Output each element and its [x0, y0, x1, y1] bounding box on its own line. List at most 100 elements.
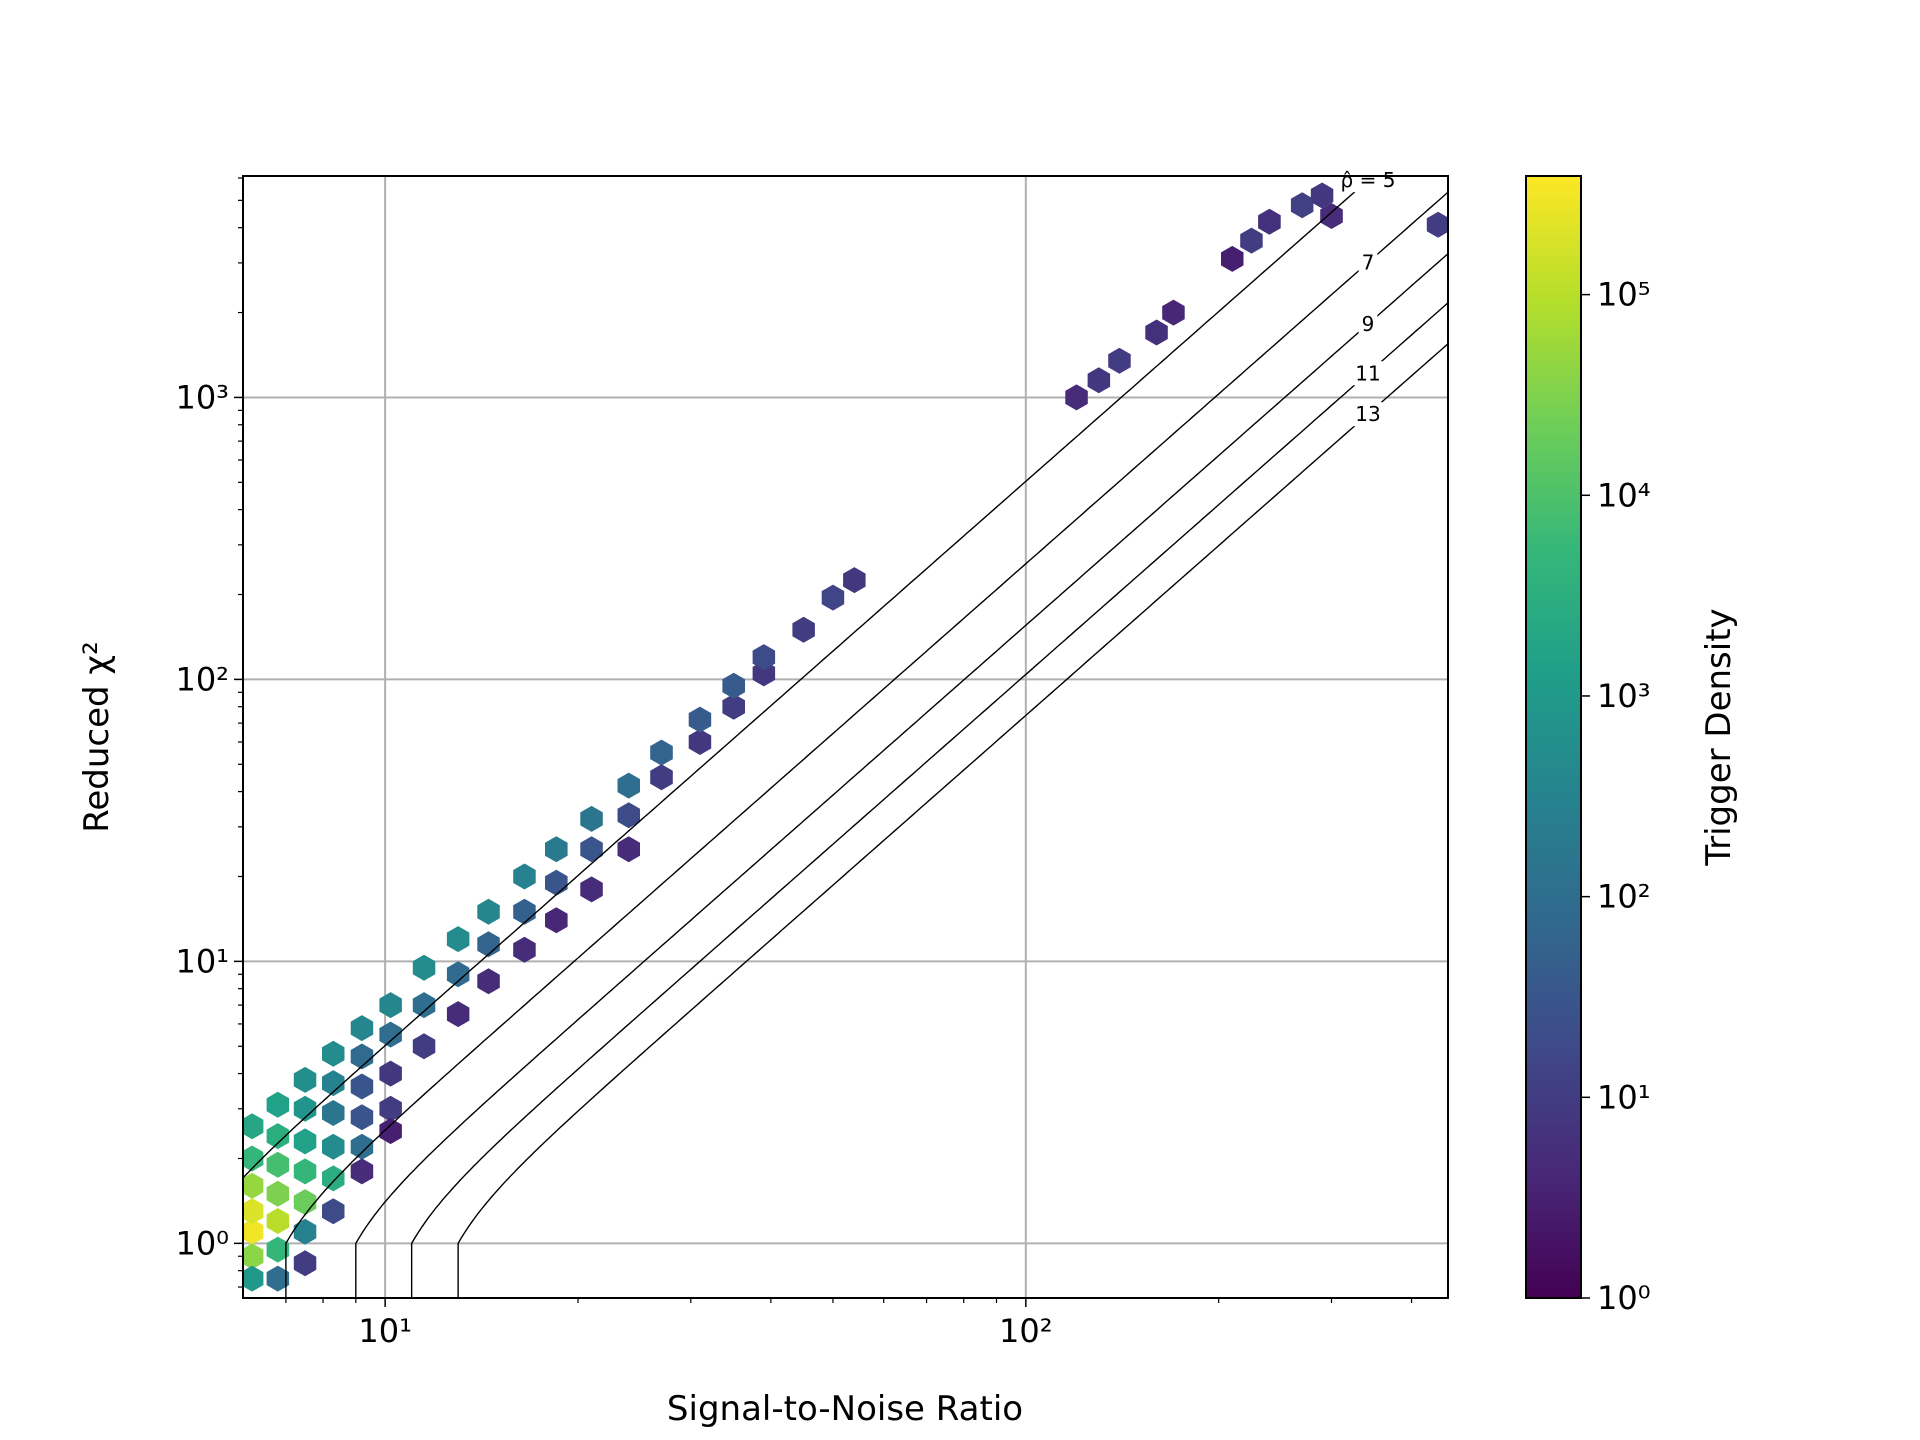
- hex-cell: [513, 898, 536, 925]
- contour-line: [243, 176, 1374, 1179]
- contour-label-bg: [1352, 402, 1384, 427]
- hex-cell: [580, 876, 603, 903]
- contour-label: ρ̂ = 5: [1341, 168, 1396, 192]
- hex-cell: [322, 1133, 345, 1160]
- colorbar-tick-label: 10¹: [1597, 1078, 1651, 1116]
- hex-cell: [293, 1218, 317, 1245]
- contour-label-bg: [1352, 361, 1384, 386]
- colorbar: [1525, 175, 1582, 1299]
- hex-cell: [1065, 384, 1088, 411]
- hex-cell: [821, 584, 845, 611]
- hex-cell: [350, 1104, 374, 1131]
- hex-cell: [1310, 182, 1334, 209]
- hex-cell: [350, 1133, 374, 1160]
- contour-label: 9: [1362, 312, 1375, 336]
- hex-cell: [617, 802, 640, 829]
- hex-cell: [1426, 211, 1448, 238]
- x-axis-label: Signal-to-Noise Ratio: [667, 1389, 1023, 1429]
- hex-cell: [322, 1070, 345, 1097]
- colorbar-label: Trigger Density: [1699, 608, 1739, 866]
- x-tick-label: 10¹: [358, 1312, 412, 1350]
- hex-cell: [617, 836, 640, 863]
- hex-cell: [446, 1001, 470, 1028]
- plot-frame: [242, 175, 1449, 1299]
- hex-cell: [412, 1033, 436, 1060]
- hex-cell: [513, 863, 536, 890]
- colorbar-tick-label: 10³: [1597, 677, 1651, 715]
- y-tick-label: 10²: [175, 660, 229, 698]
- hex-cell: [477, 898, 500, 925]
- x-tick-label: 10²: [999, 1312, 1053, 1350]
- hex-cell: [293, 1128, 317, 1155]
- contour-line: [410, 302, 1448, 1298]
- hex-cell: [1320, 203, 1343, 229]
- hex-cell: [266, 1180, 290, 1207]
- hex-cell: [266, 1091, 290, 1118]
- hex-cell: [792, 616, 815, 643]
- hex-cell: [1258, 208, 1281, 235]
- contour-label-bg: [1337, 168, 1399, 193]
- hex-cell: [293, 1066, 317, 1093]
- contour-line: [285, 191, 1448, 1298]
- hex-cell: [752, 660, 776, 687]
- hex-cell: [322, 1100, 345, 1126]
- hex-cell: [580, 836, 603, 863]
- hex-cell: [243, 1218, 264, 1245]
- hex-cell: [1240, 227, 1263, 254]
- y-tick-label: 10³: [175, 378, 229, 416]
- hex-cell: [243, 1145, 264, 1172]
- colorbar-tick-label: 10⁴: [1597, 476, 1651, 514]
- hex-cell: [266, 1265, 290, 1292]
- hex-cell: [379, 1095, 402, 1122]
- hex-cell: [266, 1151, 290, 1178]
- colorbar-tick-label: 10⁵: [1597, 276, 1651, 314]
- colorbar-tick-label: 10²: [1597, 878, 1651, 916]
- hex-cell: [1108, 347, 1131, 374]
- hex-cell: [243, 1243, 264, 1270]
- hex-cell: [243, 1198, 264, 1225]
- hex-cell: [617, 772, 640, 799]
- hex-cell: [1087, 367, 1111, 394]
- hex-cell: [350, 1158, 374, 1185]
- hex-cell: [650, 764, 673, 791]
- contour-line: [355, 253, 1448, 1298]
- hex-cell: [545, 836, 568, 863]
- hex-cell: [266, 1123, 290, 1150]
- contour-label: 11: [1355, 361, 1380, 385]
- hex-cell: [446, 926, 470, 953]
- hex-cell: [412, 954, 436, 981]
- hex-cell: [752, 644, 776, 671]
- hex-cell: [322, 1040, 345, 1067]
- contour-label-bg: [1358, 312, 1378, 337]
- contour-label: 7: [1362, 251, 1375, 275]
- y-axis-label: Reduced χ²: [77, 641, 117, 832]
- hex-cell: [650, 739, 673, 766]
- hex-cell: [1145, 319, 1168, 346]
- contours: [243, 176, 1448, 1298]
- hex-cell: [545, 907, 568, 934]
- hex-cell: [477, 931, 500, 958]
- hex-cell: [477, 968, 500, 995]
- hex-cell: [243, 1113, 264, 1140]
- hex-cell: [412, 992, 436, 1019]
- hex-cell: [688, 706, 712, 733]
- hex-cell: [843, 567, 866, 594]
- grid: [243, 176, 1448, 1298]
- hex-cell: [293, 1189, 317, 1216]
- hex-cell: [293, 1158, 317, 1185]
- hex-cell: [379, 1060, 402, 1087]
- hex-cell: [293, 1250, 317, 1277]
- hex-cell: [722, 693, 745, 720]
- hex-cell: [545, 869, 568, 896]
- hex-cell: [322, 1165, 345, 1192]
- y-tick-label: 10¹: [175, 942, 229, 980]
- hex-cell: [322, 1198, 345, 1225]
- hex-cell: [580, 805, 603, 832]
- contour-label-bg: [1358, 250, 1378, 275]
- axes: 10¹ 10² 10⁰ 10¹ 10² 10³ ρ̂ = 5 7 9 11 13 10⁰ 10¹ 10² 1…: [175, 168, 1651, 1350]
- hex-cell: [1162, 299, 1185, 326]
- hex-cell: [379, 1021, 402, 1048]
- hex-cell: [379, 992, 402, 1019]
- hex-cell: [266, 1208, 290, 1234]
